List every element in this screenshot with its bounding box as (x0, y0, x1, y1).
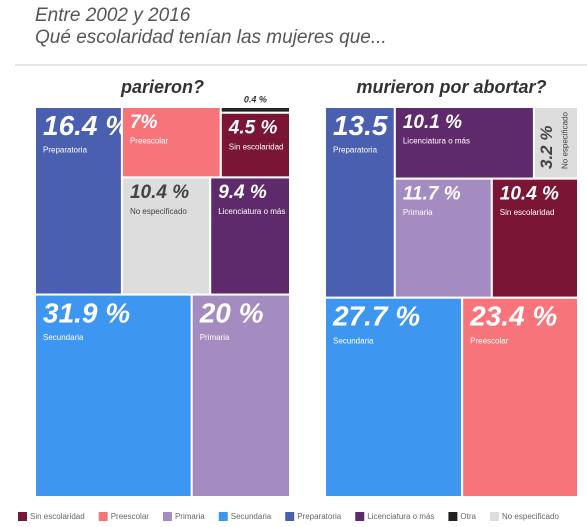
tile (120, 176, 212, 296)
title: Entre 2002 y 2016 (35, 5, 191, 26)
category-label: Primaria (403, 208, 433, 217)
legend-swatch (355, 512, 365, 521)
value-label: 10.4 % (500, 183, 559, 204)
legend-swatch (285, 512, 295, 521)
value-label: 20 % (199, 298, 264, 329)
category-label: Secundaria (333, 336, 374, 345)
tile (34, 293, 193, 498)
tile (490, 177, 579, 299)
category-label: No especificado (561, 112, 570, 169)
legend-swatch (489, 512, 499, 521)
tile (461, 296, 579, 498)
value-label: 10.4 % (130, 182, 189, 203)
category-label: Preparatoria (43, 146, 88, 155)
tile (393, 177, 493, 299)
value-label: 23.4 % (469, 301, 557, 332)
category-label: Licenciatura o más (218, 207, 285, 216)
category-label: No especificado (130, 207, 187, 216)
tile (190, 293, 291, 498)
tile (209, 176, 291, 296)
tile (219, 111, 291, 179)
category-label: Sin escolaridad (229, 142, 284, 151)
value-label: 11.7 % (403, 183, 461, 204)
value-label: 0.4 % (244, 94, 267, 104)
category-label: Secundaria (43, 333, 84, 342)
legend-swatch (98, 512, 108, 521)
legend-swatch (18, 512, 27, 521)
value-label: 16.4 % (43, 110, 130, 141)
legend-label: Primaria (175, 512, 205, 521)
legend-label: Otra (460, 512, 476, 521)
category-label: Licenciatura o más (403, 137, 470, 146)
legend-label: Licenciatura o más (367, 512, 434, 521)
category-label: Preescolar (130, 137, 169, 146)
value-label: 9.4 % (218, 182, 267, 203)
legend-label: Preescolar (111, 512, 150, 521)
value-label: 27.7 % (332, 301, 420, 332)
legend-label: Sin escolaridad (30, 512, 85, 521)
legend-swatch (448, 512, 458, 521)
value-label: 4.5 % (228, 118, 278, 139)
chart-title: murieron por abortar? (356, 77, 546, 97)
category-label: Sin escolaridad (500, 208, 555, 217)
value-label: 31.9 % (43, 298, 130, 329)
legend-swatch (162, 512, 172, 521)
category-label: Primaria (200, 333, 230, 342)
rotated-label: 3.2 % No especificado (537, 112, 570, 169)
tile (532, 106, 580, 180)
category-label: Preescolar (470, 336, 509, 345)
tile (324, 296, 464, 498)
legend-label: Preparatoria (297, 512, 342, 521)
legend-label: No especificado (502, 512, 559, 521)
legend-label: Secundaria (231, 512, 272, 521)
subtitle: Qué escolaridad tenían las mujeres que..… (35, 27, 387, 48)
tile (120, 106, 222, 179)
value-label: 7% (130, 112, 158, 133)
value-label: 10.1 % (403, 112, 462, 133)
legend-swatch (218, 512, 228, 521)
value-label: 3.2 % (537, 126, 556, 169)
category-label: Preparatoria (333, 146, 378, 155)
chart-title: parieron? (120, 77, 204, 97)
